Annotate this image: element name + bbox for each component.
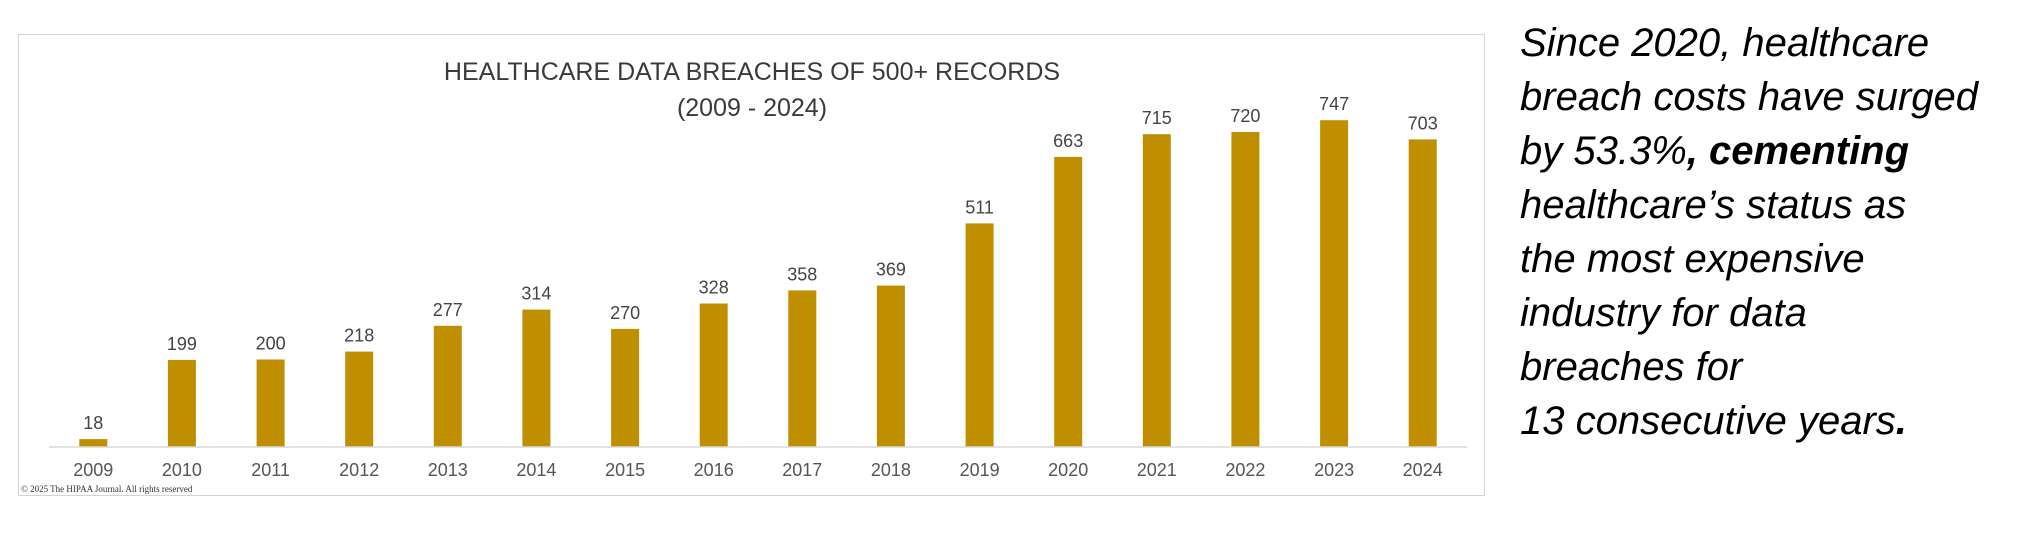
x-tick-2018: 2018 <box>871 460 911 480</box>
bar-2019 <box>965 223 994 447</box>
x-tick-2017: 2017 <box>782 460 822 480</box>
callout-line-3-rest: , cementing <box>1686 129 1910 173</box>
callout-line-8: 13 consecutive years. <box>1520 394 2030 448</box>
data-label-2017: 358 <box>787 264 817 284</box>
bar-2014 <box>522 309 551 447</box>
x-tick-2024: 2024 <box>1403 460 1443 480</box>
bar-2024 <box>1408 139 1437 447</box>
data-label-2022: 720 <box>1230 106 1260 126</box>
data-label-2015: 270 <box>610 303 640 323</box>
data-label-2016: 328 <box>699 278 729 298</box>
bars-layer <box>79 120 1437 447</box>
data-labels: 18 199 200 218 277 314 270 328 358 369 511 663 715 72… <box>83 94 1437 433</box>
bar-2018 <box>876 285 905 447</box>
chart-title: HEALTHCARE DATA BREACHES OF 500+ RECORDS <box>444 58 1060 86</box>
callout-years: 13 consecutive years <box>1520 399 1896 443</box>
data-label-2021: 715 <box>1142 108 1172 128</box>
bar-2011 <box>256 359 285 447</box>
callout-period: . <box>1895 399 1907 443</box>
x-tick-2011: 2011 <box>251 460 290 480</box>
data-label-2019: 511 <box>965 197 994 217</box>
bar-2017 <box>788 290 817 447</box>
data-label-2010: 199 <box>167 334 197 354</box>
x-tick-2012: 2012 <box>339 460 379 480</box>
x-tick-2019: 2019 <box>960 460 1000 480</box>
bar-2009 <box>79 439 108 447</box>
x-tick-2021: 2021 <box>1137 460 1177 480</box>
x-tick-2016: 2016 <box>694 460 734 480</box>
bar-2020 <box>1054 156 1083 447</box>
bar-2013 <box>433 325 462 447</box>
x-tick-2023: 2023 <box>1314 460 1354 480</box>
x-tick-2020: 2020 <box>1048 460 1088 480</box>
callout-line-3: by 53.3%, cementing <box>1520 124 2030 178</box>
bar-2016 <box>699 303 728 447</box>
callout-line-1: Since 2020, healthcare <box>1520 21 1930 65</box>
bar-2015 <box>611 328 640 447</box>
chart-subtitle: (2009 - 2024) <box>677 94 827 122</box>
data-label-2020: 663 <box>1053 131 1083 151</box>
copyright-notice: © 2025 The HIPAA Journal. All rights res… <box>21 484 193 494</box>
callout-line-7: breaches for <box>1520 345 1743 389</box>
data-label-2014: 314 <box>521 284 551 304</box>
bar-2021 <box>1142 134 1171 447</box>
callout-line-4: healthcare’s status as <box>1520 183 1907 227</box>
x-tick-2010: 2010 <box>162 460 202 480</box>
bar-2012 <box>345 351 374 447</box>
callout-line-5: the most expensive <box>1520 237 1865 281</box>
callout-highlight-percent: by 53.3% <box>1520 129 1687 173</box>
x-tick-2014: 2014 <box>516 460 556 480</box>
chart-frame: HEALTHCARE DATA BREACHES OF 500+ RECORDS… <box>18 34 1485 496</box>
x-tick-2022: 2022 <box>1225 460 1265 480</box>
data-label-2023: 747 <box>1319 94 1349 114</box>
bar-2023 <box>1320 120 1349 447</box>
data-label-2012: 218 <box>344 326 374 346</box>
data-label-2013: 277 <box>433 300 463 320</box>
side-callout: Since 2020, healthcare breach costs have… <box>1520 16 2030 448</box>
callout-line-2: breach costs have surged <box>1520 75 1979 119</box>
x-tick-labels: 2009 2010 2011 2012 2013 2014 2015 2016 2017 2018… <box>73 460 1442 480</box>
x-tick-2009: 2009 <box>73 460 113 480</box>
bar-chart: HEALTHCARE DATA BREACHES OF 500+ RECORDS… <box>21 58 1467 494</box>
callout-line-6: industry for data <box>1520 291 1807 335</box>
data-label-2018: 369 <box>876 260 906 280</box>
bar-2010 <box>167 359 196 447</box>
data-label-2011: 200 <box>256 334 286 354</box>
x-tick-2013: 2013 <box>428 460 468 480</box>
x-tick-2015: 2015 <box>605 460 645 480</box>
data-label-2009: 18 <box>83 413 103 433</box>
bar-2022 <box>1231 132 1260 447</box>
data-label-2024: 703 <box>1408 113 1438 133</box>
